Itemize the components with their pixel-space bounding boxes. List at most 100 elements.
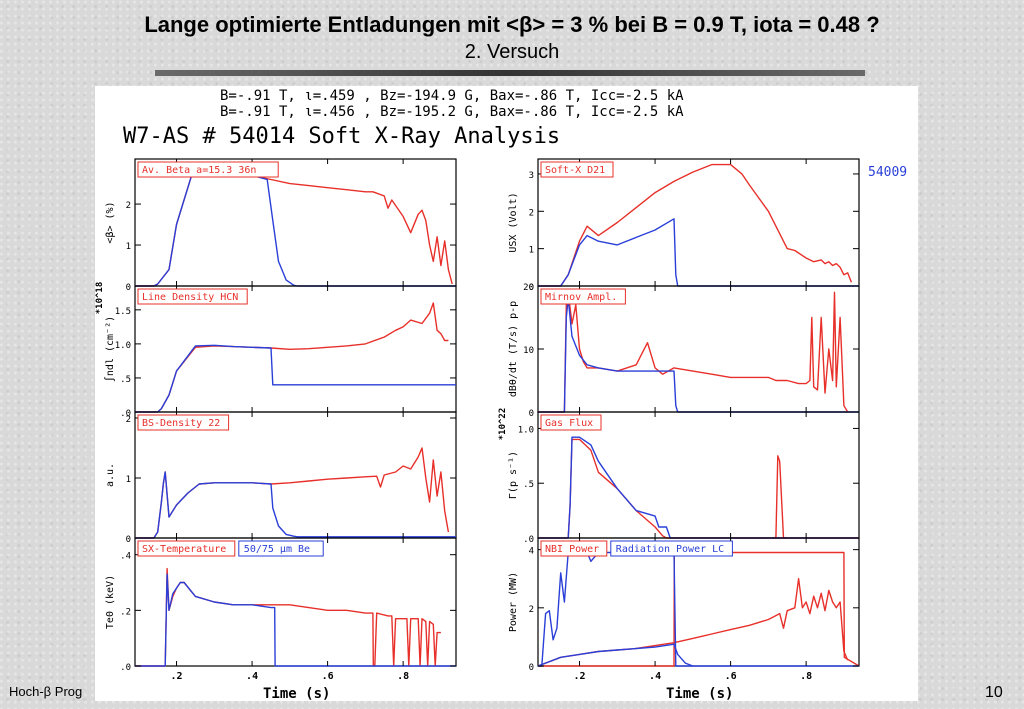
y-axis-label: ∫ndl (cm⁻²) [104, 316, 116, 382]
y-tick-label: 0 [126, 283, 131, 293]
series-line-54009 [135, 344, 456, 413]
panel-frame [537, 158, 860, 287]
y-tick-label: 2 [529, 605, 534, 615]
panel-left-4: .0 .2 .4 .2 .4 .6 .8 SX-Temperature 50/75 μm Be T… [105, 537, 457, 682]
panel-title: BS-Density 22 [142, 418, 220, 429]
x-tick-label: .2 [171, 671, 183, 682]
panel-right-3: .0 .5 1.0 Gas Flux Γ(p s⁻¹)*10^22 [498, 408, 860, 545]
panel-frame [134, 411, 457, 539]
plot-title: W7-AS # 54014 Soft X-Ray Analysis [123, 124, 560, 149]
x-tick-label: .6 [322, 671, 334, 682]
panel-title: NBI Power [545, 544, 599, 555]
panel-frame [537, 411, 860, 539]
y-tick-label: 1 [126, 475, 131, 485]
scale-label: *10^18 [95, 282, 105, 315]
panel-frame [134, 158, 457, 287]
panel-title-box [540, 414, 602, 431]
y-tick-label: 1.0 [518, 425, 534, 435]
y-tick-label: 2 [126, 201, 131, 211]
panel-title2: Radiation Power LC [616, 544, 724, 555]
panel-left-2: .0 .5 1.0 1.5 Line Density HCN ∫ndl (cm⁻²)*10… [95, 282, 457, 419]
y-tick-label: .0 [523, 535, 534, 545]
panel-title-box [540, 288, 626, 305]
x-tick-label: .6 [725, 671, 737, 682]
y-tick-label: 3 [529, 171, 534, 181]
series-line-54009 [538, 436, 859, 539]
y-tick-label: .4 [120, 552, 131, 562]
series-line-54014 [538, 163, 853, 287]
panel-title: Mirnov Ampl. [545, 292, 617, 303]
series-line-54014b [772, 455, 788, 539]
scale-label: *10^22 [498, 408, 508, 441]
slide-subtitle: 2. Versuch [464, 41, 560, 63]
slide-title: Lange optimierte Entladungen mit <β> = 3… [144, 12, 880, 37]
y-tick-label: .0 [120, 409, 131, 419]
x-tick-label: .8 [800, 671, 812, 682]
header-line-2: B=-.91 T, ι=.456 , Bz=-195.2 G, Bax=-.86… [220, 104, 684, 120]
y-tick-label: 1 [529, 246, 534, 256]
y-axis-label: Te0 (keV) [105, 575, 116, 629]
panel-title: Soft-X D21 [545, 165, 605, 176]
panel-title2-box [238, 540, 324, 557]
series-line-54009 [135, 471, 456, 539]
y-tick-label: 1 [126, 242, 131, 252]
panel-title: Av. Beta a=15.3 36n [142, 165, 256, 176]
panel-title-box [137, 540, 236, 557]
y-tick-label: 2 [529, 208, 534, 218]
panel-title-box [137, 414, 230, 431]
y-axis-label: USX (Volt) [508, 192, 519, 252]
series-line-54009 [135, 573, 456, 667]
y-tick-label: .5 [120, 375, 131, 385]
series-line-54014 [135, 567, 441, 667]
panel-left-3: 0 1 2 BS-Density 22 a.u. [105, 411, 457, 545]
series-line-54009 [135, 172, 456, 287]
panel-right-4: 0 2 4 .2 .4 .6 .8 NBI Power Radiation Power LC Po… [508, 537, 860, 682]
series-line-54014-rad [537, 578, 849, 667]
y-tick-label: 2 [126, 415, 131, 425]
y-tick-label: 0 [529, 283, 534, 293]
panel-left-1: 0 1 2 Av. Beta a=15.3 36n <β> (%) [105, 158, 457, 293]
y-axis-label: Γ(p s⁻¹) [508, 451, 519, 499]
x-axis-label-right: Time (s) [666, 686, 733, 701]
y-tick-label: .2 [120, 607, 131, 617]
x-tick-label: .8 [397, 671, 409, 682]
y-tick-label: 20 [523, 283, 534, 293]
y-tick-label: 10 [523, 346, 534, 356]
series-line-54014 [538, 291, 849, 413]
y-tick-label: 1.0 [115, 341, 131, 351]
y-tick-label: .0 [120, 663, 131, 673]
y-tick-label: 0 [126, 535, 131, 545]
comparison-shot-label: 54009 [868, 165, 907, 180]
soft-xray-figure: B=-.91 T, ι=.459 , Bz=-194.9 G, Bax=-.86… [95, 86, 918, 701]
x-tick-label: .4 [246, 671, 258, 682]
series-line-54014 [135, 447, 450, 539]
footer-label: Hoch-β Prog [9, 684, 83, 699]
series-line-54014 [135, 172, 453, 287]
y-axis-label: a.u. [105, 463, 116, 487]
panel-frame [537, 537, 860, 667]
panel-title2: 50/75 μm Be [244, 544, 310, 555]
series-line-54014 [135, 302, 449, 413]
panel-right-1: 0 1 2 3 Soft-X D21 USX (Volt) [508, 158, 860, 293]
panel-title: SX-Temperature [142, 544, 226, 555]
panel-title-box [137, 288, 248, 305]
panel-title: Line Density HCN [142, 292, 238, 303]
y-tick-label: 1.5 [115, 307, 131, 317]
y-tick-label: 0 [529, 663, 534, 673]
panel-title-box [137, 161, 279, 178]
y-tick-label: .5 [523, 480, 534, 490]
y-axis-label: Power (MW) [508, 572, 519, 632]
x-tick-label: .4 [649, 671, 661, 682]
y-tick-label: 4 [529, 547, 534, 557]
header-line-1: B=-.91 T, ι=.459 , Bz=-194.9 G, Bax=-.86… [220, 88, 684, 104]
series-line-54009 [538, 218, 859, 287]
series-line-54014 [538, 438, 859, 539]
y-tick-label: 0 [529, 409, 534, 419]
panel-title-box [540, 161, 614, 178]
y-axis-label: <β> (%) [105, 201, 116, 243]
series-line-54009-rad [537, 643, 694, 667]
y-axis-label: dBθ/dt (T/s) p-p [508, 301, 519, 397]
x-tick-label: .2 [574, 671, 586, 682]
panel-title: Gas Flux [545, 418, 593, 429]
